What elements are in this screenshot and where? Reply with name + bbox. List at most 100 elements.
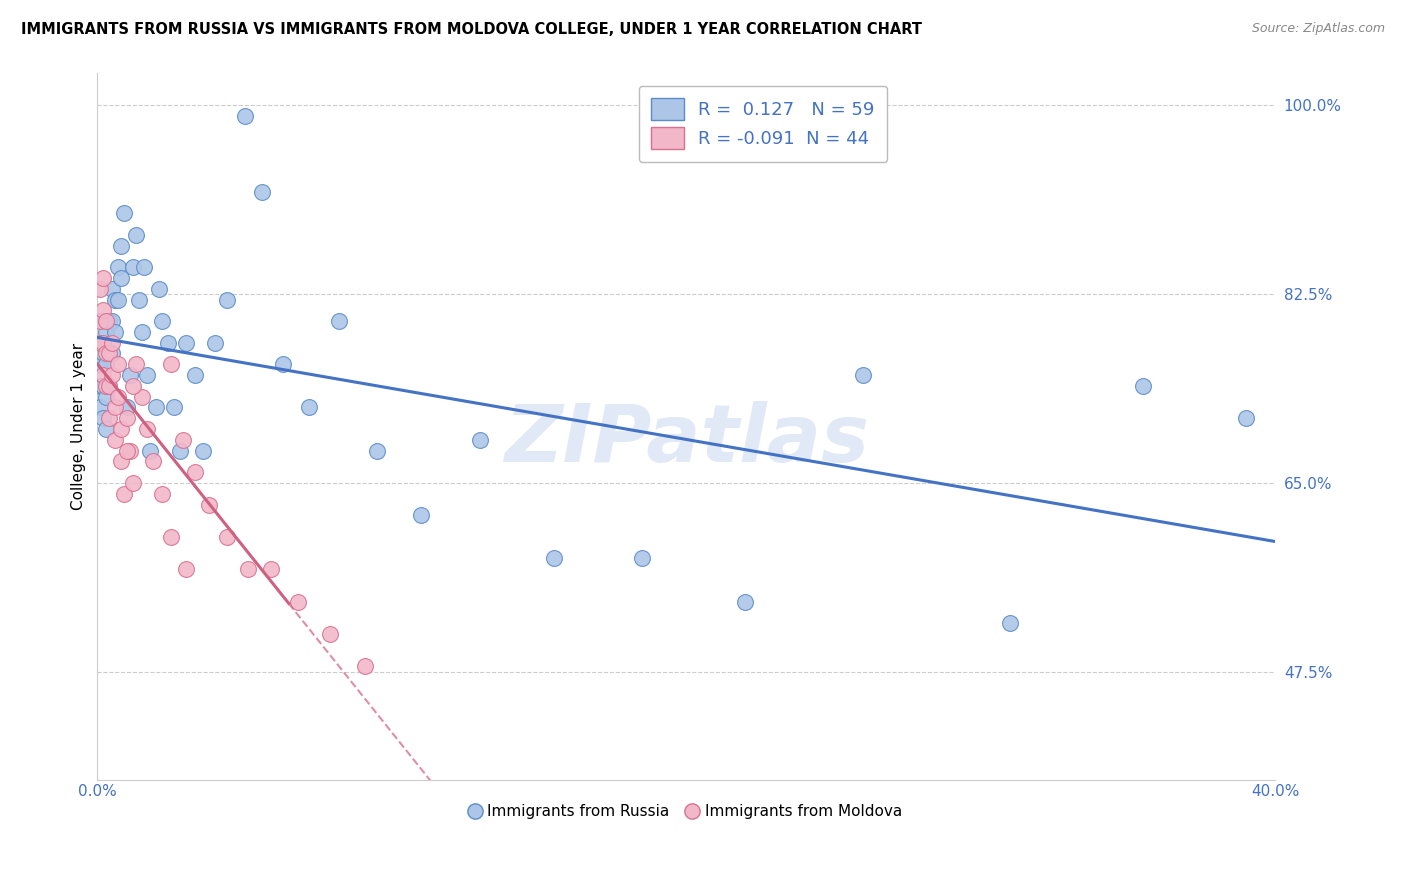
Point bbox=[233, 109, 256, 123]
Point bbox=[287, 594, 309, 608]
Point bbox=[118, 443, 141, 458]
Point bbox=[110, 454, 132, 468]
Point bbox=[298, 401, 321, 415]
Point bbox=[110, 238, 132, 252]
Point bbox=[169, 443, 191, 458]
Point bbox=[260, 562, 283, 576]
Point bbox=[96, 357, 118, 371]
Point bbox=[115, 411, 138, 425]
Point bbox=[139, 443, 162, 458]
Point bbox=[101, 346, 124, 360]
Point bbox=[215, 530, 238, 544]
Point bbox=[319, 627, 342, 641]
Point bbox=[98, 411, 121, 425]
Point bbox=[157, 335, 180, 350]
Point bbox=[136, 422, 159, 436]
Point bbox=[91, 271, 114, 285]
Point bbox=[252, 185, 274, 199]
Point bbox=[101, 314, 124, 328]
Point bbox=[134, 260, 156, 275]
Point bbox=[104, 401, 127, 415]
Point bbox=[131, 325, 153, 339]
Point bbox=[91, 411, 114, 425]
Point bbox=[142, 454, 165, 468]
Point bbox=[101, 335, 124, 350]
Point bbox=[136, 368, 159, 382]
Point bbox=[354, 659, 377, 673]
Point bbox=[121, 475, 143, 490]
Point bbox=[145, 401, 167, 415]
Point bbox=[96, 379, 118, 393]
Point bbox=[89, 335, 111, 350]
Point bbox=[543, 551, 565, 566]
Point bbox=[734, 594, 756, 608]
Point bbox=[98, 346, 121, 360]
Point bbox=[1132, 379, 1154, 393]
Point bbox=[96, 346, 118, 360]
Point bbox=[631, 551, 654, 566]
Point bbox=[98, 314, 121, 328]
Point bbox=[89, 314, 111, 328]
Point bbox=[174, 335, 197, 350]
Point bbox=[411, 508, 433, 523]
Point bbox=[98, 379, 121, 393]
Point bbox=[115, 401, 138, 415]
Point bbox=[150, 314, 173, 328]
Point bbox=[107, 293, 129, 307]
Point bbox=[91, 335, 114, 350]
Point bbox=[852, 368, 875, 382]
Point bbox=[204, 335, 226, 350]
Point bbox=[236, 562, 259, 576]
Point bbox=[172, 433, 194, 447]
Point bbox=[91, 314, 114, 328]
Text: Source: ZipAtlas.com: Source: ZipAtlas.com bbox=[1251, 22, 1385, 36]
Point bbox=[96, 314, 118, 328]
Point bbox=[124, 227, 146, 242]
Point bbox=[112, 206, 135, 220]
Point bbox=[148, 282, 170, 296]
Point bbox=[101, 282, 124, 296]
Point bbox=[98, 346, 121, 360]
Legend: Immigrants from Russia, Immigrants from Moldova: Immigrants from Russia, Immigrants from … bbox=[464, 797, 908, 825]
Point bbox=[366, 443, 388, 458]
Point bbox=[163, 401, 186, 415]
Point bbox=[91, 346, 114, 360]
Point bbox=[107, 390, 129, 404]
Text: IMMIGRANTS FROM RUSSIA VS IMMIGRANTS FROM MOLDOVA COLLEGE, UNDER 1 YEAR CORRELAT: IMMIGRANTS FROM RUSSIA VS IMMIGRANTS FRO… bbox=[21, 22, 922, 37]
Y-axis label: College, Under 1 year: College, Under 1 year bbox=[72, 343, 86, 510]
Point bbox=[96, 422, 118, 436]
Point bbox=[98, 379, 121, 393]
Point bbox=[193, 443, 215, 458]
Point bbox=[104, 433, 127, 447]
Point bbox=[121, 260, 143, 275]
Point bbox=[271, 357, 294, 371]
Point bbox=[112, 486, 135, 500]
Point bbox=[1000, 616, 1022, 631]
Point bbox=[89, 401, 111, 415]
Point bbox=[91, 303, 114, 318]
Point bbox=[124, 357, 146, 371]
Point bbox=[91, 368, 114, 382]
Text: ZIPatlas: ZIPatlas bbox=[503, 401, 869, 479]
Point bbox=[183, 368, 205, 382]
Point bbox=[107, 260, 129, 275]
Point bbox=[104, 293, 127, 307]
Point bbox=[150, 486, 173, 500]
Point bbox=[183, 465, 205, 479]
Point bbox=[89, 357, 111, 371]
Point bbox=[328, 314, 350, 328]
Point bbox=[118, 368, 141, 382]
Point bbox=[89, 282, 111, 296]
Point bbox=[131, 390, 153, 404]
Point bbox=[91, 379, 114, 393]
Point bbox=[160, 530, 183, 544]
Point bbox=[110, 271, 132, 285]
Point bbox=[215, 293, 238, 307]
Point bbox=[104, 325, 127, 339]
Point bbox=[160, 357, 183, 371]
Point bbox=[121, 379, 143, 393]
Point bbox=[110, 422, 132, 436]
Point bbox=[174, 562, 197, 576]
Point bbox=[96, 390, 118, 404]
Point bbox=[107, 357, 129, 371]
